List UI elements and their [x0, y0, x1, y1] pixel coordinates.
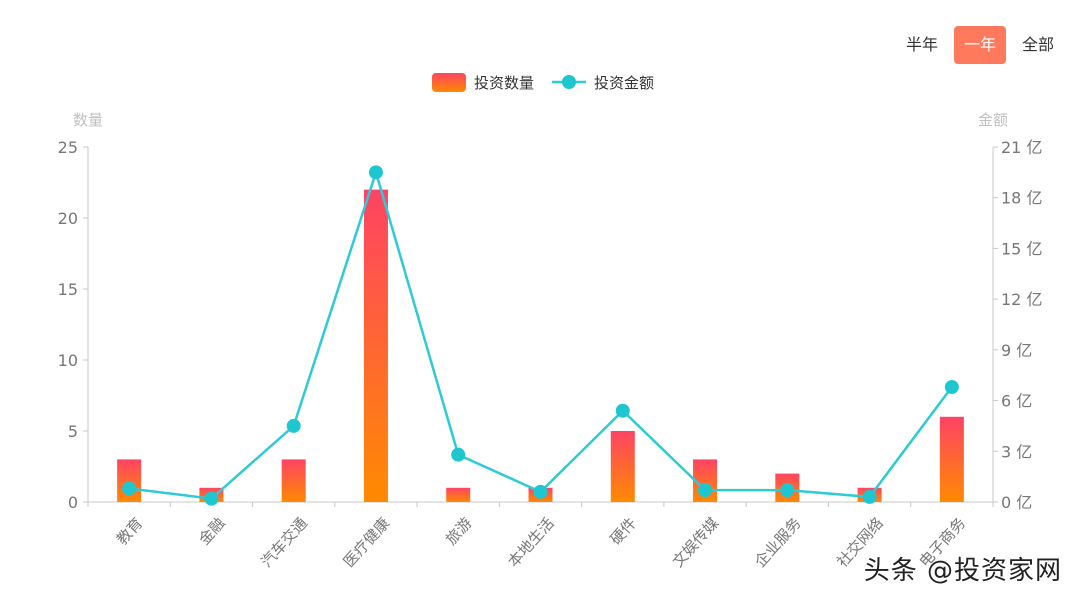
line-point[interactable]	[944, 380, 959, 395]
x-tick-label: 文娱传媒	[669, 514, 723, 571]
x-tick-label: 金融	[195, 514, 228, 548]
x-axis-labels: 教育 金融 汽车交通 医疗健康 旅游 本地生活 硬件 文娱传媒 企业服务 社交网络 电子商务	[113, 514, 969, 571]
legend-line-marker	[562, 75, 576, 89]
x-tick-label: 企业服务	[751, 514, 805, 571]
x-tick-label: 医疗健康	[340, 514, 394, 571]
left-tick-label: 20	[58, 209, 78, 228]
tab-one-year[interactable]: 一年	[953, 26, 1006, 64]
line-point[interactable]	[451, 447, 466, 462]
left-tick-label: 5	[68, 422, 78, 441]
chart-axes: 0 5 10 15 20 25 0 亿 3 亿 6 亿 9 亿 12 亿 15 亿 18 亿 21 亿 数量…	[58, 111, 1043, 512]
left-tick-label: 25	[58, 138, 78, 157]
bar[interactable]	[281, 459, 306, 502]
chart-legend[interactable]: 投资数量 投资金额	[432, 73, 654, 92]
line-point[interactable]	[533, 484, 548, 499]
x-tick-label: 旅游	[442, 514, 475, 548]
line-point[interactable]	[780, 483, 795, 498]
line-point[interactable]	[122, 481, 137, 496]
right-tick-label: 12 亿	[1001, 290, 1042, 309]
right-tick-label: 6 亿	[1001, 392, 1032, 411]
line-point[interactable]	[368, 165, 383, 180]
left-tick-label: 0	[68, 493, 78, 512]
line-point[interactable]	[698, 483, 713, 498]
period-tabs: 半年 一年 全部	[896, 26, 1064, 64]
right-tick-label: 9 亿	[1001, 341, 1032, 360]
right-tick-label: 18 亿	[1001, 189, 1042, 208]
x-tick-label: 本地生活	[504, 514, 558, 571]
line-point[interactable]	[862, 489, 877, 504]
bar[interactable]	[610, 431, 635, 502]
bar-series	[117, 189, 964, 502]
x-tick-label: 教育	[113, 514, 146, 548]
amount-line	[128, 168, 953, 500]
left-tick-label: 10	[58, 351, 78, 370]
bar[interactable]	[363, 189, 388, 502]
tab-half-year[interactable]: 半年	[905, 35, 938, 54]
right-tick-label: 3 亿	[1001, 442, 1032, 461]
legend-bar-swatch	[432, 73, 466, 92]
right-tick-label: 21 亿	[1001, 138, 1042, 157]
left-axis-name: 数量	[73, 111, 103, 129]
right-tick-label: 0 亿	[1001, 493, 1032, 512]
legend-bar-label: 投资数量	[474, 74, 534, 92]
line-point[interactable]	[286, 418, 301, 433]
left-tick-label: 15	[58, 280, 78, 299]
bar[interactable]	[117, 459, 142, 502]
x-tick-label: 硬件	[607, 514, 640, 548]
legend-line-label: 投资金额	[594, 74, 654, 92]
tab-all[interactable]: 全部	[1021, 35, 1054, 54]
right-tick-label: 15 亿	[1001, 239, 1042, 258]
x-tick-label: 汽车交通	[257, 514, 311, 571]
bar[interactable]	[446, 487, 471, 502]
bar[interactable]	[939, 416, 964, 502]
right-axis-name: 金额	[978, 111, 1008, 129]
line-point[interactable]	[204, 491, 219, 506]
watermark: 头条 @投资家网	[863, 556, 1062, 586]
line-series	[122, 165, 959, 506]
line-point[interactable]	[615, 403, 630, 418]
